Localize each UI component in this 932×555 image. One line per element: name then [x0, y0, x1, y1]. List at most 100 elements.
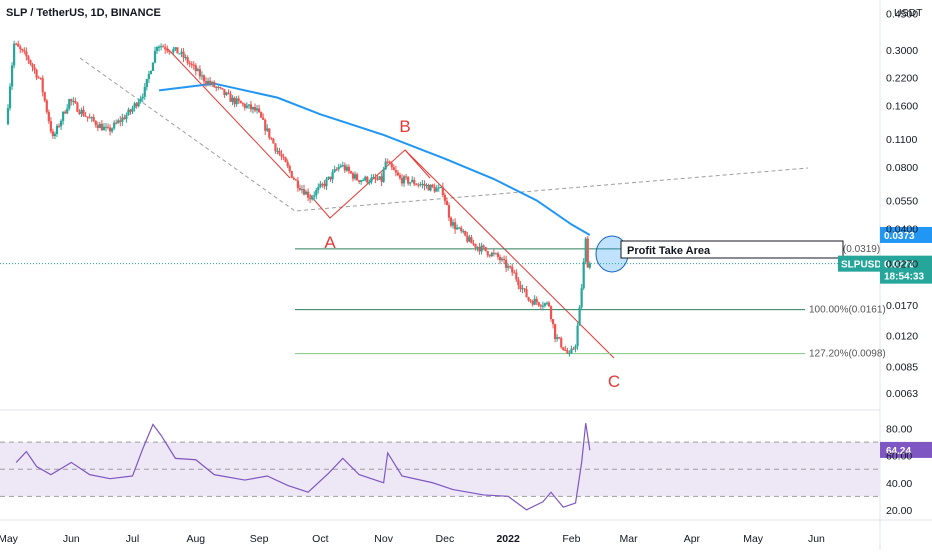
rsi-tick-label: 40.00 — [886, 478, 912, 490]
candle-body — [407, 177, 410, 184]
currency-label: USDT — [894, 7, 923, 19]
price-tick-label: 0.2200 — [886, 72, 918, 84]
candle-body — [335, 169, 338, 171]
candle-body — [104, 126, 108, 128]
candle-body — [100, 123, 104, 131]
candle-body — [292, 177, 295, 180]
candle-body — [94, 121, 97, 126]
candle-body — [145, 79, 148, 88]
candle-body — [229, 93, 232, 102]
time-tick-label: Dec — [436, 533, 455, 545]
candle-body — [384, 161, 387, 170]
candle-body — [511, 266, 514, 273]
time-tick-label: Mar — [620, 533, 639, 545]
candle-body — [439, 187, 442, 189]
candle-body — [251, 107, 255, 110]
candle-body — [578, 307, 581, 326]
candle-body — [570, 348, 573, 354]
candle-body — [139, 98, 142, 102]
candle-body — [576, 325, 579, 347]
candle-body — [209, 80, 212, 84]
candle-body — [290, 170, 293, 178]
candle-body — [568, 353, 571, 355]
candle-body — [123, 117, 126, 120]
candle-body — [537, 302, 540, 306]
candle-body — [360, 180, 363, 182]
candle-body — [445, 200, 449, 206]
candle-body — [217, 86, 220, 88]
candle-body — [37, 77, 40, 79]
ma-value-text: 0.0373 — [884, 231, 915, 242]
candle-body — [323, 183, 326, 187]
candle-body — [521, 288, 524, 290]
candle-body — [525, 289, 528, 298]
time-tick-label: Oct — [312, 533, 328, 545]
candle-body — [59, 120, 63, 127]
candle-body — [394, 170, 397, 173]
candle-body — [451, 222, 455, 226]
candle-body — [182, 51, 185, 58]
trendline-descending — [404, 149, 615, 359]
candle-body — [572, 348, 575, 350]
candle-body — [366, 176, 369, 183]
candle-body — [339, 165, 342, 168]
candle-body — [280, 154, 283, 157]
candle-body — [211, 82, 214, 84]
candle-body — [517, 279, 520, 286]
candle-body — [62, 111, 65, 121]
candle-body — [378, 176, 381, 180]
candle-body — [341, 165, 344, 167]
rsi-tick-label: 60.00 — [886, 451, 912, 463]
candle-body — [215, 86, 218, 88]
candle-body — [270, 137, 273, 139]
candle-body — [10, 65, 14, 87]
price-tick-label: 0.1600 — [886, 101, 918, 113]
candle-body — [515, 272, 518, 280]
candle-body — [245, 105, 248, 108]
wave-label-a: A — [324, 233, 336, 252]
candle-body — [243, 103, 246, 108]
candle-body — [331, 172, 334, 180]
candle-body — [415, 184, 418, 186]
candle-body — [96, 125, 99, 128]
time-tick-label: Aug — [186, 533, 205, 545]
candle-body — [472, 243, 475, 245]
candle-body — [45, 100, 48, 112]
candle-body — [390, 163, 393, 168]
candle-body — [241, 103, 244, 105]
candle-body — [204, 81, 208, 84]
candle-body — [582, 261, 585, 289]
candle-body — [186, 57, 189, 63]
candle-body — [72, 101, 75, 103]
candle-body — [196, 69, 199, 72]
candle-body — [402, 176, 406, 184]
time-tick-label: Sep — [250, 533, 269, 545]
candle-body — [131, 108, 134, 112]
candle-body — [266, 128, 269, 131]
candle-body — [547, 302, 551, 307]
candle-body — [51, 131, 55, 137]
candle-body — [543, 303, 547, 306]
candle-body — [296, 180, 299, 188]
candle-body — [188, 62, 191, 64]
candle-body — [237, 98, 240, 101]
candle-body — [213, 82, 216, 87]
candle-body — [184, 57, 187, 59]
candle-body — [584, 238, 587, 262]
candle-body — [554, 324, 557, 340]
candle-body — [149, 70, 153, 75]
candle-body — [84, 115, 87, 117]
candle-body — [315, 189, 318, 196]
candle-body — [178, 53, 181, 55]
candle-body — [92, 117, 95, 122]
drawings-layer: 61.80%(0.0319) 100.00%(0.0161) 127.20%(0.0… — [79, 47, 886, 391]
candle-body — [21, 49, 24, 51]
candle-body — [382, 169, 385, 182]
candle-body — [527, 297, 530, 301]
candle-body — [478, 246, 481, 252]
candle-body — [70, 99, 73, 102]
candle-body — [172, 49, 175, 53]
candle-body — [380, 176, 383, 182]
